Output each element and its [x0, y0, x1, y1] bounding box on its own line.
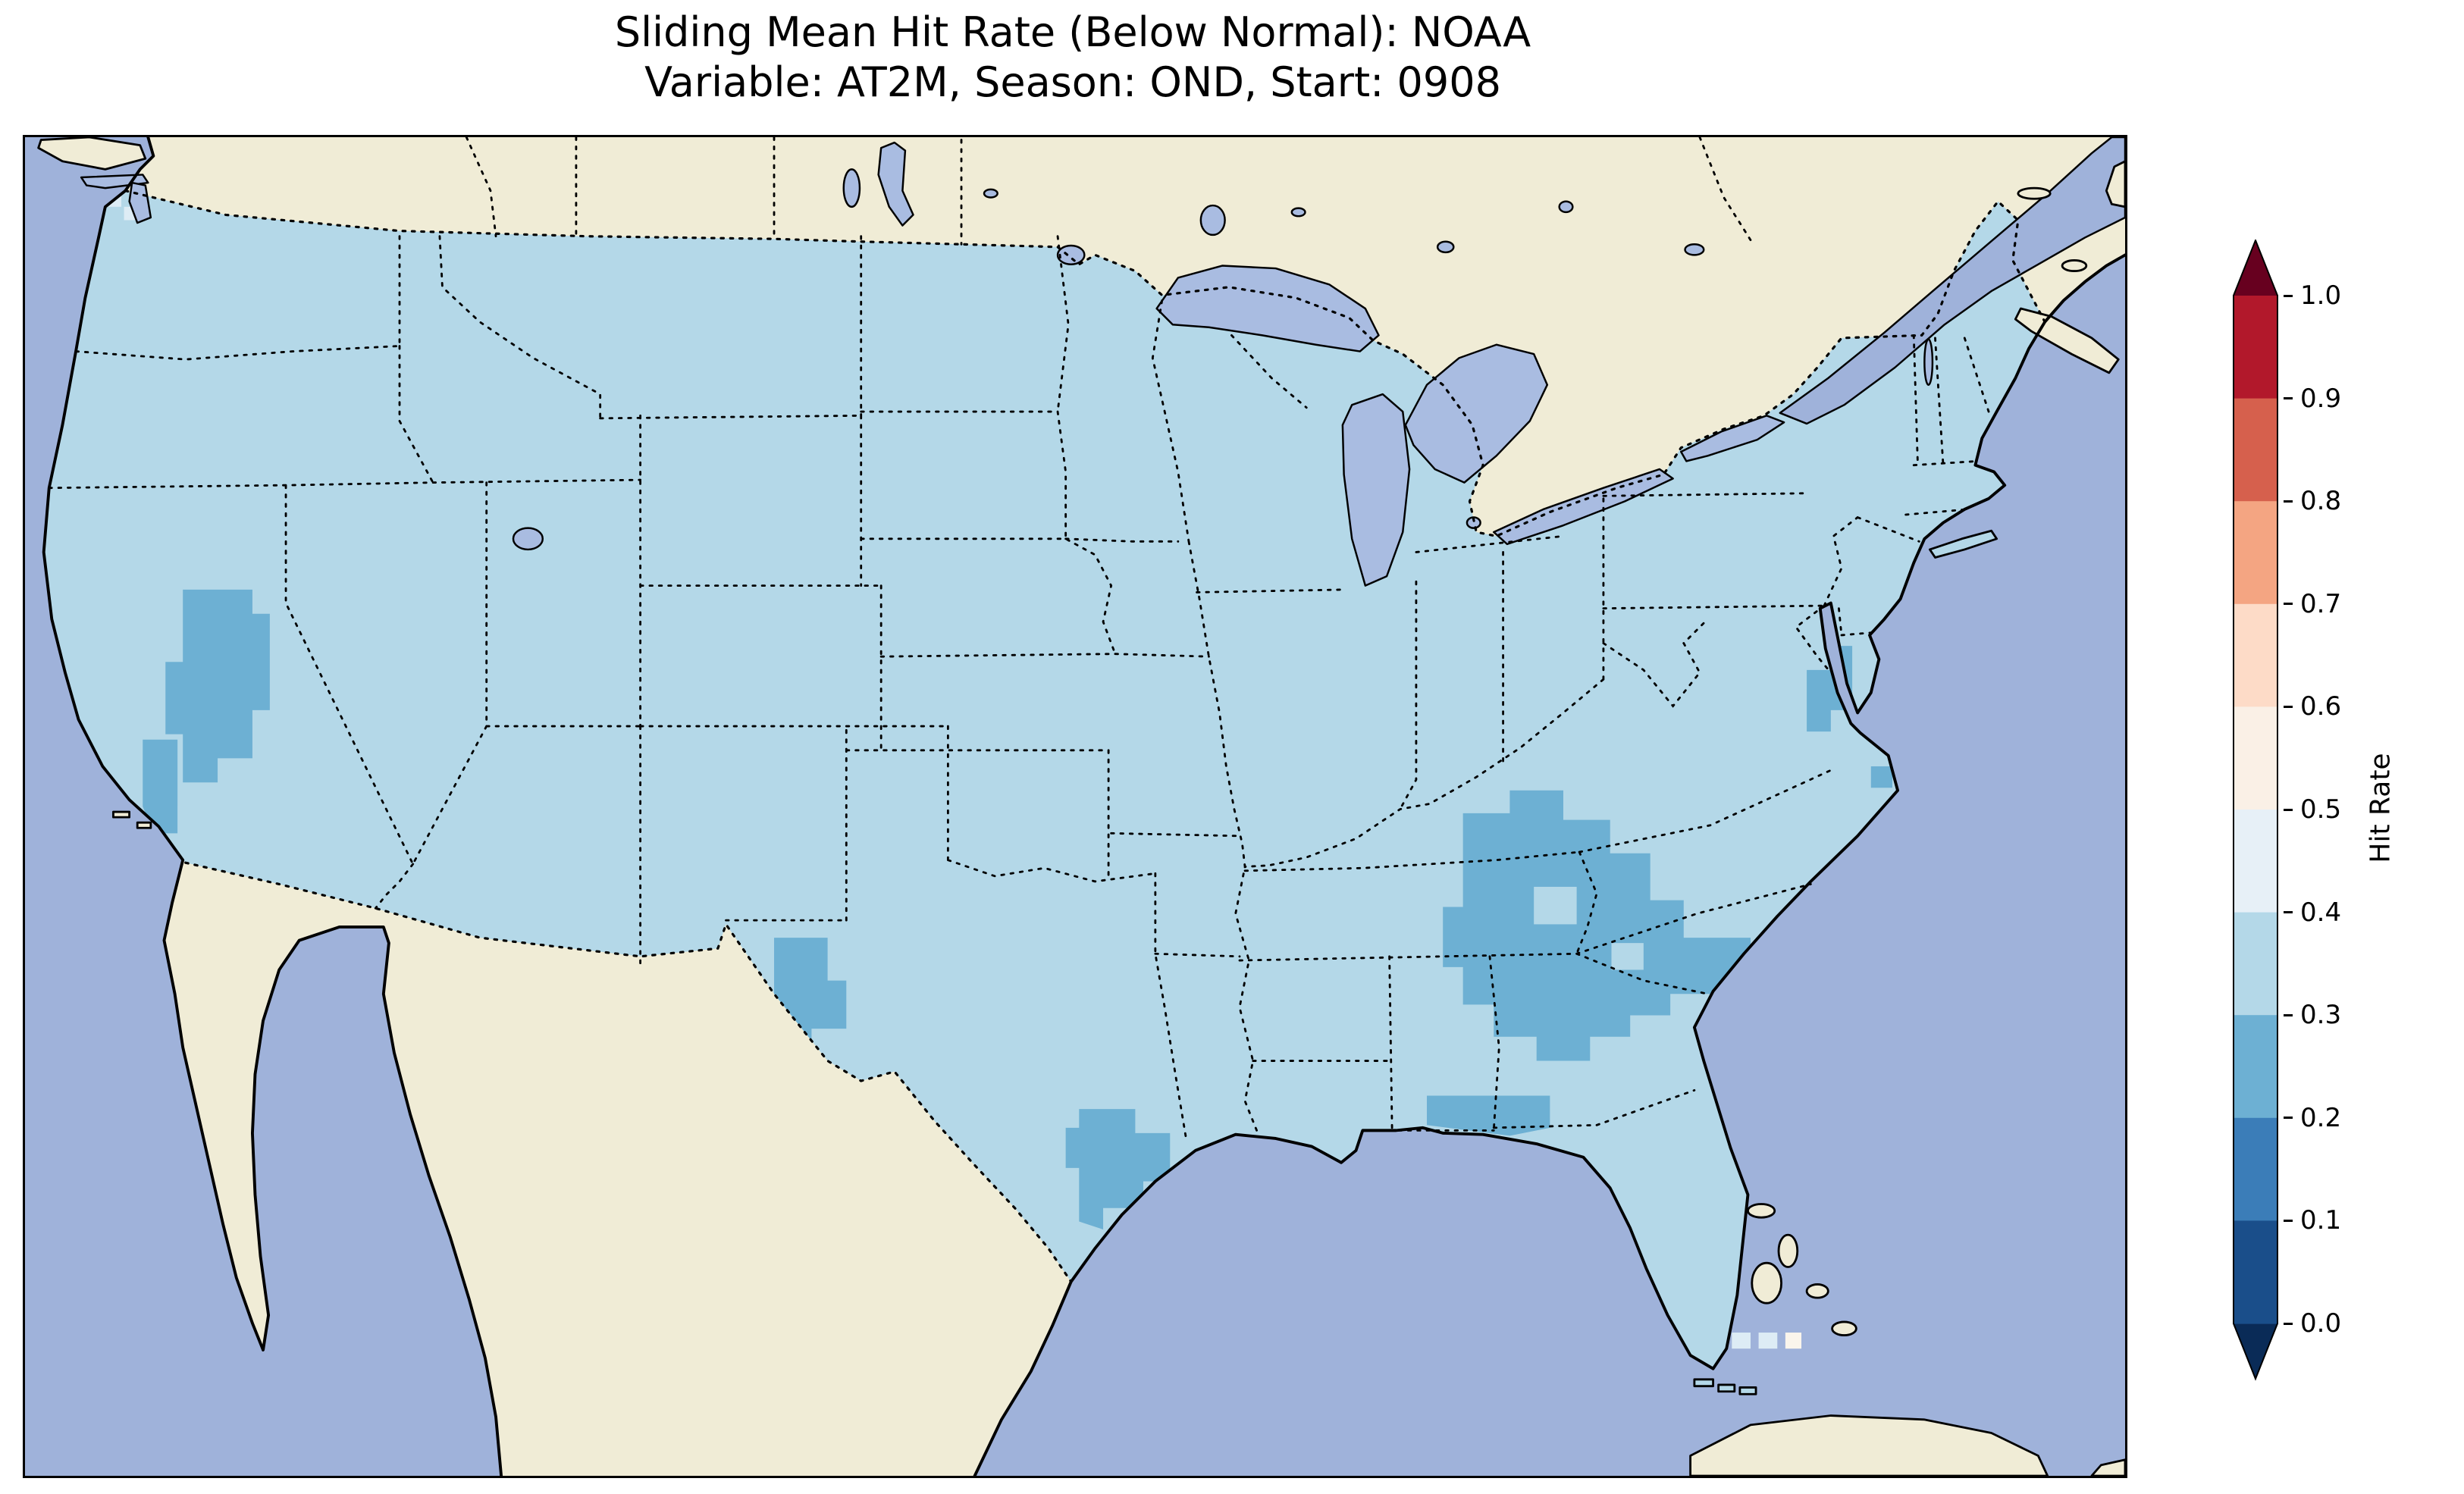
us-mexico-border — [184, 861, 1073, 1283]
st-lawrence-river — [1779, 137, 2125, 425]
bahamas-island-3 — [1805, 1283, 1829, 1299]
low-hitrate-region-florida-panhandle-coast — [1427, 1095, 1550, 1136]
colorbar-tick-mark — [2284, 603, 2293, 606]
newfoundland — [2105, 160, 2125, 208]
hitrate-hole-in-georgia-patch-2 — [1611, 943, 1644, 970]
low-hitrate-region-texas-coast — [1065, 1109, 1171, 1230]
lake-nipigon — [1199, 204, 1226, 236]
hispaniola-edge — [2090, 1458, 2125, 1476]
bahamas-andros — [1751, 1261, 1782, 1305]
colorbar-tick-label: 1.0 — [2300, 280, 2342, 311]
colorbar-segment-1 — [2234, 398, 2277, 502]
lake-erie — [1493, 468, 1674, 546]
colorbar-tick-label: 0.3 — [2300, 1000, 2342, 1031]
colorbar-tick-label: 0.9 — [2300, 383, 2342, 414]
hitrate-hole-in-georgia-patch — [1534, 886, 1577, 925]
white-hitrate-cell-south-florida — [1785, 1333, 1802, 1349]
colorbar-segment-2 — [2234, 501, 2277, 605]
state-borders — [48, 235, 1990, 1140]
colorbar-segment-0 — [2234, 296, 2277, 399]
colorbar-segment-5 — [2234, 810, 2277, 913]
colorbar-canvas — [2233, 238, 2278, 1381]
us-hitrate-base-fill — [43, 190, 2045, 1369]
pacific-mexico-coastline — [42, 137, 503, 1476]
lake-champlain — [1923, 338, 1934, 386]
colorbar-segment-9 — [2234, 1220, 2277, 1324]
colorbar-tick-label: 0.6 — [2300, 691, 2342, 722]
colorbar-label: Hit Rate — [2365, 753, 2397, 863]
lake-winnipeg — [877, 141, 914, 227]
light-hitrate-cell-south-florida-2 — [1758, 1333, 1778, 1349]
florida-keys-1 — [1693, 1378, 1714, 1388]
lake-ontario — [1680, 415, 1785, 462]
lake-of-the-woods — [1056, 244, 1086, 266]
colorbar-tick-label: 0.7 — [2300, 588, 2342, 619]
colorbar-over-arrow — [2233, 240, 2278, 296]
colorbar-under-arrow — [2233, 1323, 2278, 1380]
florida-keys-2 — [1717, 1383, 1736, 1393]
colorbar — [2233, 238, 2278, 1384]
islands-group — [37, 137, 2125, 1476]
colorbar-tick-label: 0.2 — [2300, 1102, 2342, 1133]
colorbar-tick-mark — [2284, 294, 2293, 297]
colorbar-segment-8 — [2234, 1117, 2277, 1221]
cuba — [1689, 1414, 2049, 1476]
canadian-lake-3 — [1436, 240, 1455, 254]
us-canada-border — [124, 189, 2046, 537]
lake-michigan — [1341, 393, 1411, 587]
low-hitrate-region-socal-coast — [143, 739, 178, 834]
canadian-lake-4 — [1558, 200, 1574, 214]
colorbar-tick-label: 0.4 — [2300, 897, 2342, 928]
canadian-province-borders — [465, 137, 1754, 246]
colorbar-tick-mark — [2284, 911, 2293, 914]
colorbar-tick-label: 0.0 — [2300, 1308, 2342, 1339]
colorbar-segment-4 — [2234, 706, 2277, 810]
map-axes-frame — [23, 135, 2127, 1478]
figure-title-line2: Variable: AT2M, Season: OND, Start: 0908 — [644, 58, 1501, 106]
colorbar-tick-mark — [2284, 1117, 2293, 1120]
florida-keys-3 — [1738, 1386, 1757, 1395]
figure-title: Sliding Mean Hit Rate (Below Normal): NO… — [23, 8, 2123, 108]
colorbar-tick-label: 0.5 — [2300, 794, 2342, 825]
channel-island-2 — [136, 821, 152, 829]
prince-edward-island — [2061, 259, 2088, 273]
great-salt-lake — [512, 527, 544, 551]
gulf-atlantic-coastline — [973, 253, 2125, 1476]
lakes-group — [80, 137, 2125, 587]
bahamas-island-1 — [1747, 1203, 1776, 1219]
colorbar-tick-mark — [2284, 500, 2293, 503]
map-canvas — [25, 137, 2125, 1476]
colorbar-tick-mark — [2284, 1219, 2293, 1222]
colorbar-tick-label: 0.1 — [2300, 1205, 2342, 1236]
canadian-lake-2 — [1290, 207, 1306, 218]
colorbar-ticks: 1.0 0.9 0.8 0.7 0.6 0.5 0.4 0.3 0.2 0.1 0.0 — [2284, 240, 2375, 1377]
low-hitrate-cell-cape-hatteras — [1870, 766, 1893, 788]
canadian-lake-1 — [983, 188, 998, 199]
long-island — [1928, 529, 1998, 559]
colorbar-tick-mark — [2284, 705, 2293, 708]
vancouver-island — [37, 137, 147, 171]
bahamas-island-2 — [1777, 1233, 1799, 1268]
nova-scotia — [2014, 307, 2120, 374]
light-hitrate-cell-south-florida-1 — [1732, 1333, 1751, 1349]
colorbar-segment-6 — [2234, 912, 2277, 1016]
anticosti-island — [2017, 186, 2052, 200]
figure-title-line1: Sliding Mean Hit Rate (Below Normal): NO… — [614, 8, 1531, 56]
lake-superior — [1155, 265, 1380, 352]
low-hitrate-region-southern-california — [165, 589, 270, 783]
colorbar-segment-7 — [2234, 1015, 2277, 1119]
channel-island-1 — [112, 810, 131, 819]
colorbar-tick-mark — [2284, 1013, 2293, 1016]
canadian-lake-5 — [1684, 243, 1705, 256]
colorbar-tick-label: 0.8 — [2300, 486, 2342, 517]
lake-manitoba — [842, 168, 861, 208]
colorbar-segment-3 — [2234, 603, 2277, 707]
bahamas-island-4 — [1831, 1320, 1857, 1336]
colorbar-tick-mark — [2284, 808, 2293, 811]
colorbar-tick-mark — [2284, 1322, 2293, 1325]
colorbar-outline — [2233, 238, 2278, 1381]
lake-huron — [1404, 343, 1549, 484]
colorbar-tick-mark — [2284, 397, 2293, 400]
